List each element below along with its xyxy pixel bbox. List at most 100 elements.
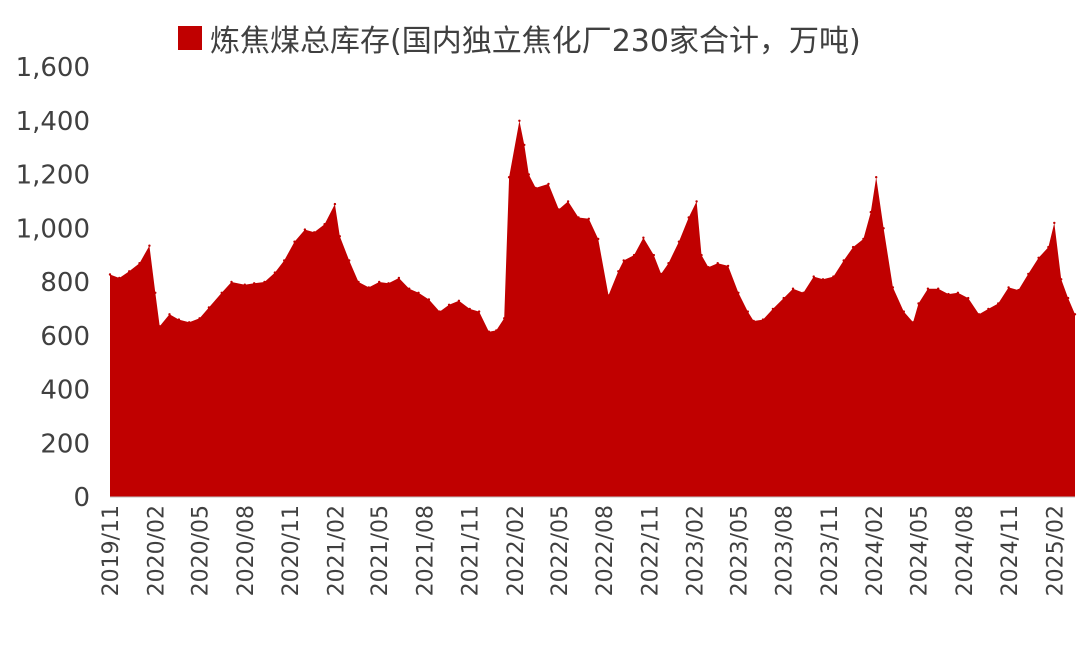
data-point <box>1017 288 1020 292</box>
legend: 炼焦煤总库存(国内独立焦化厂230家合计，万吨) <box>178 18 861 59</box>
data-point <box>771 307 775 311</box>
x-tick-label: 2023/08 <box>773 505 798 596</box>
data-point <box>937 287 940 290</box>
y-tick-label: 800 <box>40 268 90 298</box>
x-tick-label: 2022/02 <box>504 505 529 596</box>
data-point <box>338 235 341 238</box>
data-point <box>956 291 960 294</box>
data-point <box>253 282 256 285</box>
data-point <box>408 287 411 290</box>
data-point <box>832 275 835 278</box>
data-point <box>293 240 296 243</box>
data-point <box>597 237 600 241</box>
data-point <box>207 306 211 309</box>
data-point <box>495 329 498 332</box>
data-point <box>617 270 620 273</box>
data-point <box>527 173 530 176</box>
data-point <box>503 317 506 320</box>
data-point <box>882 227 885 230</box>
data-point <box>158 325 161 328</box>
data-point <box>851 245 855 249</box>
data-point <box>862 237 865 241</box>
data-point <box>447 303 451 306</box>
x-tick-label: 2024/02 <box>863 505 888 596</box>
y-tick-label: 200 <box>40 429 90 459</box>
x-tick-label: 2022/08 <box>593 505 618 596</box>
data-point <box>726 264 730 268</box>
x-tick-label: 2021/05 <box>368 505 393 596</box>
data-point <box>333 202 337 206</box>
data-point <box>652 253 655 257</box>
series-area <box>110 120 1075 498</box>
data-point <box>997 302 1000 305</box>
data-point <box>782 296 785 300</box>
data-point <box>108 273 112 276</box>
data-point <box>313 231 316 234</box>
data-point <box>348 259 351 262</box>
y-tick-label: 600 <box>40 322 90 352</box>
data-point <box>967 296 970 300</box>
data-point <box>273 271 277 274</box>
y-tick-label: 1,000 <box>16 214 90 244</box>
x-tick-label: 2023/11 <box>818 505 843 596</box>
y-tick-label: 1,600 <box>16 53 90 83</box>
data-point <box>518 119 521 123</box>
y-tick-label: 1,200 <box>16 161 90 191</box>
data-point <box>737 291 740 294</box>
data-point <box>1037 256 1040 259</box>
data-point <box>869 210 872 214</box>
x-tick-label: 2020/11 <box>279 505 304 596</box>
x-tick-label: 2020/05 <box>189 505 214 596</box>
data-point <box>523 143 526 147</box>
data-point <box>902 310 905 313</box>
data-point <box>926 287 930 290</box>
data-point <box>387 282 390 285</box>
x-tick-label: 2020/08 <box>234 505 259 596</box>
x-tick-label: 2024/08 <box>953 505 978 596</box>
data-point <box>977 313 981 316</box>
data-point <box>487 330 491 333</box>
data-point <box>812 275 815 278</box>
y-tick-label: 1,400 <box>16 107 90 137</box>
data-point <box>1073 313 1077 316</box>
x-tick-label: 2025/02 <box>1043 505 1068 596</box>
x-tick-label: 2024/11 <box>998 505 1023 596</box>
data-point <box>687 216 690 219</box>
data-point <box>1053 221 1056 225</box>
y-axis: 0 200 400 600 800 1,000 1,200 1,400 1,600 <box>16 53 90 513</box>
data-point <box>875 176 878 179</box>
data-point <box>842 259 845 262</box>
data-point <box>357 280 360 284</box>
data-point <box>397 276 401 280</box>
data-point <box>716 262 719 265</box>
data-point <box>438 310 441 313</box>
data-point <box>1027 272 1030 276</box>
data-point <box>632 253 636 257</box>
x-tick-label: 2020/02 <box>144 505 169 596</box>
data-point <box>198 317 201 320</box>
data-point <box>746 310 749 313</box>
data-point <box>577 216 580 219</box>
data-point <box>677 240 681 243</box>
x-tick-label: 2022/05 <box>548 505 573 596</box>
data-point <box>607 294 610 297</box>
y-tick-label: 400 <box>40 376 90 406</box>
data-point <box>791 287 795 290</box>
data-point <box>1060 278 1063 281</box>
y-tick-label: 0 <box>73 483 90 513</box>
data-point <box>323 223 326 226</box>
data-point <box>547 182 550 186</box>
data-point <box>263 280 266 284</box>
data-point <box>642 236 645 239</box>
data-point <box>427 298 431 301</box>
data-point <box>987 307 990 311</box>
data-point <box>707 266 710 269</box>
data-point <box>917 302 920 305</box>
data-point <box>622 259 625 262</box>
x-tick-label: 2021/08 <box>413 505 438 596</box>
data-point <box>911 321 915 324</box>
x-axis: 2019/11 2020/02 2020/05 2020/08 2020/11 2021/… <box>99 505 1068 596</box>
data-point <box>947 292 950 296</box>
data-point <box>148 244 151 247</box>
data-point <box>802 291 805 294</box>
